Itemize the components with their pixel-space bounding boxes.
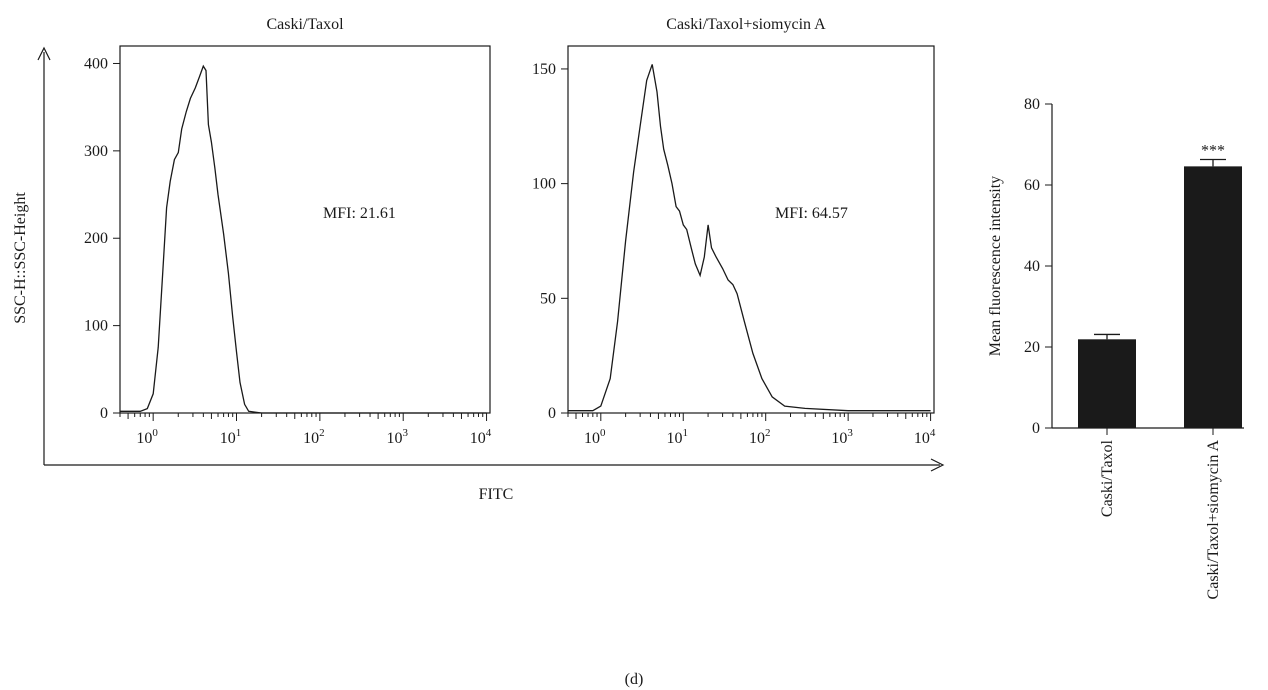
x-tick-label: 101: [220, 427, 242, 447]
bar: [1184, 166, 1242, 428]
bar-chart-mfi: 0 20 40 60 80 Caski/Taxol *** Caski/Taxol+siom…: [987, 96, 1244, 599]
y-axis-ticks: 0 100 200 300 400: [84, 55, 120, 422]
y-tick-label: 0: [100, 405, 108, 422]
shared-x-label: FITC: [479, 486, 514, 503]
x-tick-label: 100: [584, 427, 606, 447]
y-tick-label: 300: [84, 143, 108, 160]
y-axis-ticks: 0 20 40 60 80: [1024, 96, 1052, 437]
x-axis-ticks: 100 101 102 103 104: [567, 413, 936, 447]
y-tick-label: 100: [84, 318, 108, 335]
y-tick-label: 100: [532, 176, 556, 193]
mfi-annotation: MFI: 21.61: [323, 205, 396, 222]
x-tick-label: 104: [470, 427, 492, 447]
plot-frame: [119, 45, 491, 414]
x-tick-label: 103: [831, 427, 853, 447]
y-tick-label: 40: [1024, 258, 1040, 275]
histogram-curve: [568, 64, 931, 412]
shared-x-axis-arrow: [930, 458, 945, 472]
x-tick-label: 101: [667, 427, 689, 447]
x-tick-label: 102: [749, 427, 771, 447]
shared-y-label: SSC-H::SSC-Height: [12, 192, 29, 324]
panel-title: Caski/Taxol: [266, 16, 344, 33]
y-axis-ticks: 0 50 100 150: [532, 61, 568, 422]
y-tick-label: 80: [1024, 96, 1040, 113]
x-tick-label: 102: [303, 427, 325, 447]
x-category-label: Caski/Taxol+siomycin A: [1205, 440, 1222, 600]
panel-title: Caski/Taxol+siomycin A: [666, 16, 826, 33]
x-axis-ticks: 100 101 102 103 104: [119, 413, 492, 447]
y-tick-label: 150: [532, 61, 556, 78]
x-category-label: Caski/Taxol: [1099, 439, 1116, 517]
bar-y-label: Mean fluorescence intensity: [987, 176, 1004, 356]
y-tick-label: 20: [1024, 339, 1040, 356]
significance-marker: ***: [1201, 142, 1225, 159]
bars: Caski/Taxol *** Caski/Taxol+siomycin A: [1078, 142, 1242, 599]
x-tick-label: 103: [386, 427, 408, 447]
y-tick-label: 0: [548, 405, 556, 422]
shared-axes: SSC-H::SSC-Height FITC: [12, 46, 945, 503]
shared-y-axis-arrow: [37, 46, 51, 61]
y-tick-label: 50: [540, 290, 556, 307]
y-tick-label: 400: [84, 55, 108, 72]
y-tick-label: 0: [1032, 420, 1040, 437]
x-tick-label: 100: [136, 427, 158, 447]
histogram-curve: [120, 64, 487, 414]
x-tick-label: 104: [914, 427, 936, 447]
bar: [1078, 339, 1136, 428]
y-tick-label: 60: [1024, 177, 1040, 194]
mfi-annotation: MFI: 64.57: [775, 205, 848, 222]
y-tick-label: 200: [84, 230, 108, 247]
panel-label: (d): [625, 671, 644, 688]
plot-frame: [567, 45, 935, 414]
